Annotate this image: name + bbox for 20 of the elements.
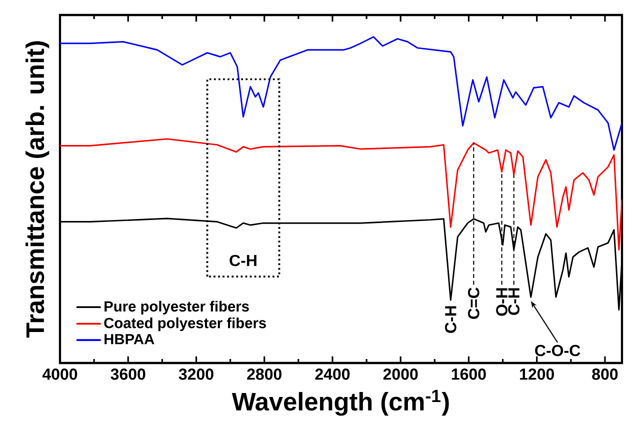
x-tick-label: 800 [592, 368, 618, 380]
x-axis-title: Wavelength (cm$^{-1}$) [232, 390, 449, 416]
x-tick-label: 1200 [520, 368, 554, 380]
y-axis-title: Transmittance (arb. unit) [26, 41, 50, 338]
x-tick-label: 4000 [42, 368, 78, 380]
annotation: C=C [468, 288, 480, 319]
annotation: C-H [445, 306, 456, 333]
x-tick-label: 2400 [315, 368, 350, 380]
x-tick-label: 3200 [178, 368, 214, 380]
x-tick-label: 3600 [110, 368, 146, 380]
x-tick-label: 1600 [452, 368, 486, 380]
annotation: C-H [230, 254, 256, 266]
annotation: C-O-C [535, 344, 580, 356]
annotation: C-H [508, 288, 520, 315]
annotation: O-H [496, 288, 508, 316]
x-tick-label: 2000 [383, 368, 418, 380]
legend-label: Coated polyester fibers [104, 317, 266, 332]
legend-label: Pure polyester fibers [104, 300, 249, 314]
x-tick-label: 2800 [247, 368, 282, 380]
legend-label: HBPAA [104, 334, 154, 344]
